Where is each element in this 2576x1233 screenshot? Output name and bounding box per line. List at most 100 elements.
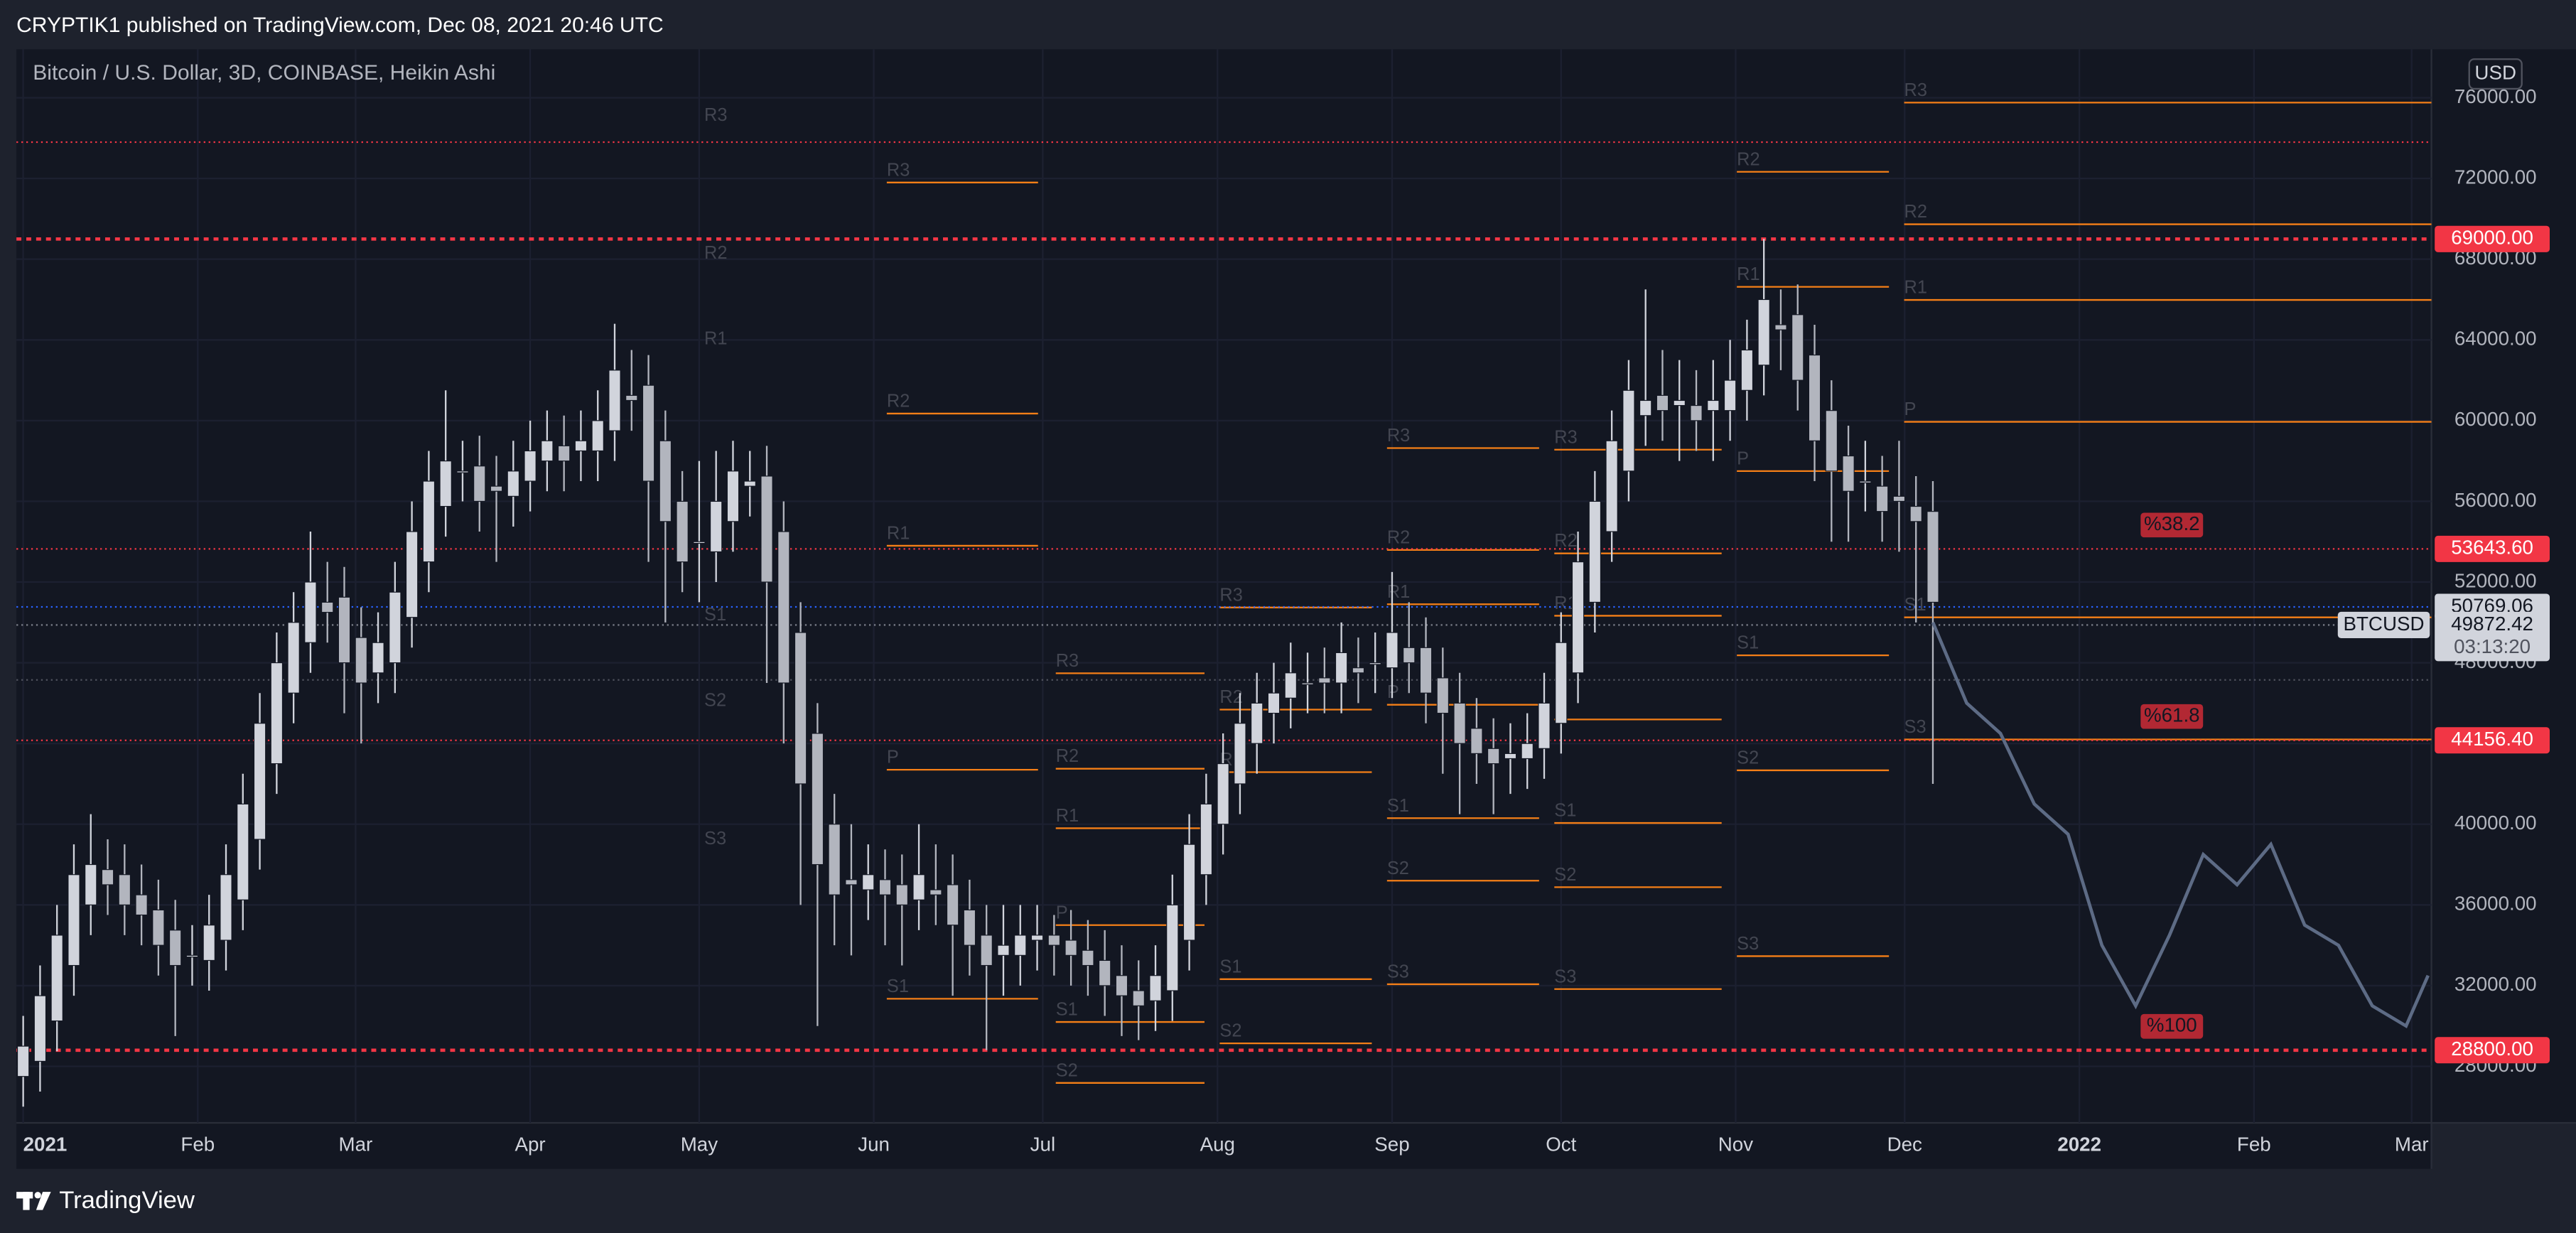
- chart-title: Bitcoin / U.S. Dollar, 3D, COINBASE, Hei…: [33, 61, 495, 85]
- candle-body: [101, 869, 114, 885]
- price-tag: [2435, 225, 2550, 252]
- fib-tag-label: %38.2: [2144, 512, 2200, 534]
- pivot-label: R3: [1219, 585, 1242, 605]
- pivot-label: R2: [1056, 746, 1079, 766]
- candle-body: [946, 884, 959, 926]
- candle-body: [1234, 723, 1246, 785]
- candle-body: [1892, 495, 1906, 502]
- x-tick-label: Mar: [339, 1134, 373, 1156]
- candle-body: [1690, 404, 1703, 421]
- candle-body: [1521, 743, 1534, 760]
- y-tick-label: 76000.00: [2454, 85, 2537, 107]
- pivot-label: R1: [1904, 278, 1927, 298]
- candle-body: [1369, 662, 1381, 665]
- currency-box[interactable]: [2468, 58, 2523, 90]
- y-tick-label: 64000.00: [2454, 328, 2537, 350]
- candle-body: [253, 723, 266, 840]
- candle-body: [1588, 500, 1602, 603]
- candle-body: [389, 591, 402, 664]
- candle-body: [1386, 632, 1399, 669]
- y-tick-label: 52000.00: [2454, 569, 2537, 591]
- projection-line: [1931, 621, 2430, 1029]
- pivot-label: R2: [1219, 687, 1242, 707]
- price-tag: [2435, 727, 2550, 754]
- logo-part: [23, 1192, 30, 1210]
- candle-body: [507, 470, 519, 497]
- pivot-label: S3: [1904, 717, 1926, 737]
- y-tick-label: 40000.00: [2454, 812, 2537, 834]
- candle-body: [33, 995, 47, 1062]
- candle-body: [1436, 677, 1449, 714]
- candle-body: [1723, 379, 1737, 411]
- candle-body: [473, 465, 486, 502]
- candle-body: [85, 863, 97, 905]
- price-tag-label: 69000.00: [2451, 227, 2533, 249]
- pivot-label: S1: [1554, 801, 1576, 821]
- x-tick-label: Jul: [1030, 1134, 1055, 1156]
- price-tag-label: 44156.40: [2451, 728, 2533, 750]
- currency[interactable]: USD: [2474, 61, 2516, 83]
- x-tick-label: Oct: [1546, 1134, 1576, 1156]
- candle-body: [1571, 561, 1585, 674]
- candle-body: [118, 874, 131, 905]
- candle-body: [203, 925, 215, 962]
- pivot-label: S2: [1219, 1021, 1241, 1041]
- candle-body: [1926, 511, 1939, 603]
- x-tick-label: May: [681, 1134, 718, 1156]
- x-tick-label: Apr: [515, 1134, 546, 1156]
- pivot-label: S2: [1737, 748, 1759, 768]
- candle-body: [726, 470, 740, 522]
- candle-body: [878, 879, 892, 895]
- candle-body: [168, 930, 182, 967]
- candle-body: [929, 889, 942, 895]
- candle-body: [1842, 455, 1855, 492]
- y-tick-label: 36000.00: [2454, 893, 2537, 915]
- candle-body: [1217, 763, 1229, 825]
- candle-body: [1825, 410, 1838, 472]
- price-tag: [2435, 535, 2550, 562]
- fib-tag: [2140, 512, 2204, 538]
- symbol-tag-label: BTCUSD: [2343, 613, 2424, 635]
- pivot-label: R1: [704, 328, 727, 348]
- fib-tag-label: %61.8: [2144, 704, 2200, 726]
- marks: R3 R2 R1 S1 S2 S3 R3 R2 R1 P S1 R3 R2 R1 P S1 S2 R3 R2 R1 S1…: [16, 49, 2432, 1124]
- candle-body: [355, 637, 367, 684]
- footer-brand: TradingView: [59, 1187, 195, 1214]
- candle-body: [68, 874, 80, 967]
- candle-body: [1014, 935, 1027, 956]
- candle-body: [1335, 652, 1348, 684]
- candle-body: [676, 500, 689, 563]
- pivot-label: P: [1737, 448, 1749, 468]
- pivot-label: R2: [1904, 202, 1927, 222]
- y-tick-label: 72000.00: [2454, 166, 2537, 188]
- pivot-label: S1: [1737, 633, 1759, 653]
- pivot-label: S1: [1056, 1000, 1078, 1020]
- pivot-label: P: [887, 748, 899, 768]
- candle-body: [152, 909, 165, 946]
- candle-body: [1047, 935, 1060, 946]
- candle-body: [16, 1045, 30, 1077]
- candle-body: [1182, 844, 1196, 941]
- x-tick-label: 2022: [2057, 1134, 2101, 1156]
- candle-body: [1538, 702, 1551, 749]
- pivot-label: S1: [1387, 796, 1409, 816]
- symbol-tag: [2337, 611, 2430, 638]
- candle-body: [1301, 682, 1314, 685]
- x-tick-label: Dec: [1887, 1134, 1922, 1156]
- countdown: 03:13:20: [2454, 635, 2531, 657]
- candle-body: [490, 485, 503, 492]
- pivot-label: R2: [704, 243, 727, 263]
- pivot-label: P: [1056, 903, 1068, 922]
- x-tick-label: Feb: [180, 1134, 215, 1156]
- candle-body: [304, 581, 317, 643]
- candle-body: [895, 884, 908, 905]
- candle-body: [1791, 314, 1804, 381]
- candle-body: [1284, 672, 1297, 699]
- x-tick-label: Aug: [1200, 1134, 1235, 1156]
- candle-body: [1166, 904, 1179, 991]
- candle-body: [1099, 959, 1111, 986]
- candle-body: [524, 450, 537, 482]
- pivot-label: S3: [1737, 934, 1759, 954]
- fib-tag: [2140, 1013, 2204, 1039]
